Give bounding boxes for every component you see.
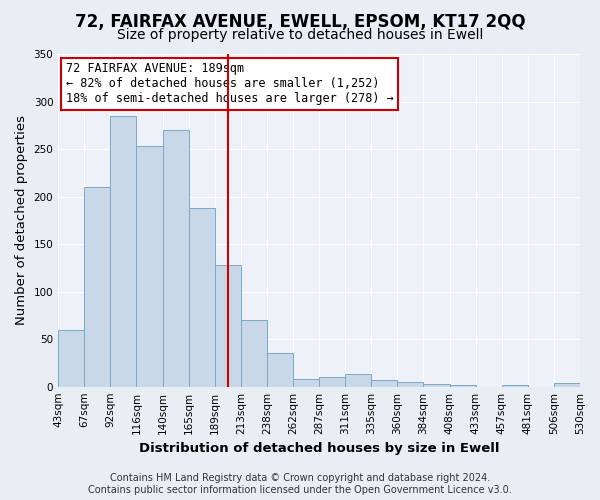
Bar <box>58 330 84 386</box>
Bar <box>241 320 267 386</box>
X-axis label: Distribution of detached houses by size in Ewell: Distribution of detached houses by size … <box>139 442 499 455</box>
Bar <box>502 385 528 386</box>
Bar <box>424 384 449 386</box>
Bar <box>345 374 371 386</box>
Bar <box>371 380 397 386</box>
Bar <box>215 265 241 386</box>
Bar <box>319 377 345 386</box>
Text: Size of property relative to detached houses in Ewell: Size of property relative to detached ho… <box>117 28 483 42</box>
Bar <box>163 130 188 386</box>
Text: Contains HM Land Registry data © Crown copyright and database right 2024.
Contai: Contains HM Land Registry data © Crown c… <box>88 474 512 495</box>
Bar <box>397 382 424 386</box>
Bar <box>449 385 476 386</box>
Bar <box>267 354 293 386</box>
Text: 72 FAIRFAX AVENUE: 189sqm
← 82% of detached houses are smaller (1,252)
18% of se: 72 FAIRFAX AVENUE: 189sqm ← 82% of detac… <box>66 62 394 106</box>
Bar <box>136 146 163 386</box>
Bar <box>188 208 215 386</box>
Bar <box>110 116 136 386</box>
Bar <box>84 187 110 386</box>
Bar <box>554 383 580 386</box>
Y-axis label: Number of detached properties: Number of detached properties <box>15 116 28 326</box>
Bar <box>293 379 319 386</box>
Text: 72, FAIRFAX AVENUE, EWELL, EPSOM, KT17 2QQ: 72, FAIRFAX AVENUE, EWELL, EPSOM, KT17 2… <box>74 12 526 30</box>
